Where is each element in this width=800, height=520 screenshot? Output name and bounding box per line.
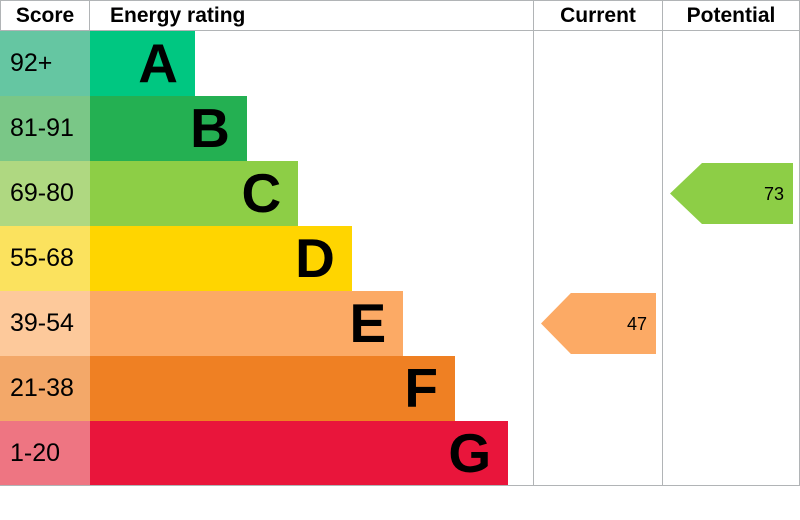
header-score: Score (0, 0, 90, 31)
score-cell: 21-38 (0, 356, 90, 421)
score-cell: 55-68 (0, 226, 90, 291)
score-cell: 69-80 (0, 161, 90, 226)
rating-bar: F (90, 356, 456, 421)
score-cell: 81-91 (0, 96, 90, 161)
current-value: 47 (626, 313, 647, 334)
potential-cell: 73 (663, 356, 800, 421)
score-cell: 39-54 (0, 291, 90, 356)
rating-cell: E (90, 291, 533, 356)
score-range: 55-68 (10, 244, 74, 272)
rating-bar: G (90, 421, 509, 485)
rating-letter: A (138, 32, 178, 94)
rating-cell: A (90, 31, 533, 96)
rating-letter: E (349, 292, 387, 354)
header-potential: Potential (663, 0, 800, 31)
current-arrow: 47 (541, 293, 656, 354)
current-cell: 47 (533, 226, 663, 291)
score-range: 39-54 (10, 309, 74, 337)
band-row-f: 21-38 F 47 73 (0, 356, 800, 421)
chart-header-row: Score Energy rating Current Potential (0, 0, 800, 31)
potential-cell: 73 (663, 31, 800, 96)
current-cell: 47 (533, 356, 663, 421)
rating-bar: A (90, 31, 195, 96)
potential-cell: 73 (663, 161, 800, 226)
score-range: 21-38 (10, 374, 74, 402)
band-row-a: 92+ A 47 73 (0, 31, 800, 96)
rating-letter: B (190, 97, 230, 159)
header-energy-rating: Energy rating (90, 0, 533, 31)
band-row-g: 1-20 G 47 73 (0, 421, 800, 486)
potential-value: 73 (763, 183, 784, 204)
potential-arrow: 73 (670, 163, 793, 224)
score-range: 92+ (10, 49, 53, 77)
current-cell: 47 (533, 31, 663, 96)
rating-bar: D (90, 226, 352, 291)
score-range: 1-20 (10, 438, 61, 467)
current-cell: 47 (533, 421, 663, 486)
rating-bar: E (90, 291, 404, 356)
band-row-c: 69-80 C 47 73 (0, 161, 800, 226)
rating-bar: C (90, 161, 299, 226)
rating-cell: B (90, 96, 533, 161)
rating-cell: F (90, 356, 533, 421)
band-row-b: 81-91 B 47 73 (0, 96, 800, 161)
rating-bar: B (90, 96, 247, 161)
score-cell: 1-20 (0, 421, 90, 486)
current-cell: 47 (533, 161, 663, 226)
header-current: Current (533, 0, 663, 31)
potential-cell: 73 (663, 291, 800, 356)
rating-cell: G (90, 421, 533, 486)
potential-cell: 73 (663, 96, 800, 161)
rating-cell: C (90, 161, 533, 226)
current-cell: 47 (533, 96, 663, 161)
score-cell: 92+ (0, 31, 90, 96)
score-range: 81-91 (10, 114, 74, 142)
potential-cell: 73 (663, 226, 800, 291)
current-cell: 47 (533, 291, 663, 356)
rating-letter: C (241, 162, 282, 224)
rating-letter: G (448, 421, 492, 484)
band-row-e: 39-54 E 47 73 (0, 291, 800, 356)
rating-cell: D (90, 226, 533, 291)
band-row-d: 55-68 D 47 73 (0, 226, 800, 291)
rating-letter: D (295, 227, 335, 289)
potential-cell: 73 (663, 421, 800, 486)
rating-letter: F (404, 357, 439, 419)
score-range: 69-80 (10, 179, 74, 207)
